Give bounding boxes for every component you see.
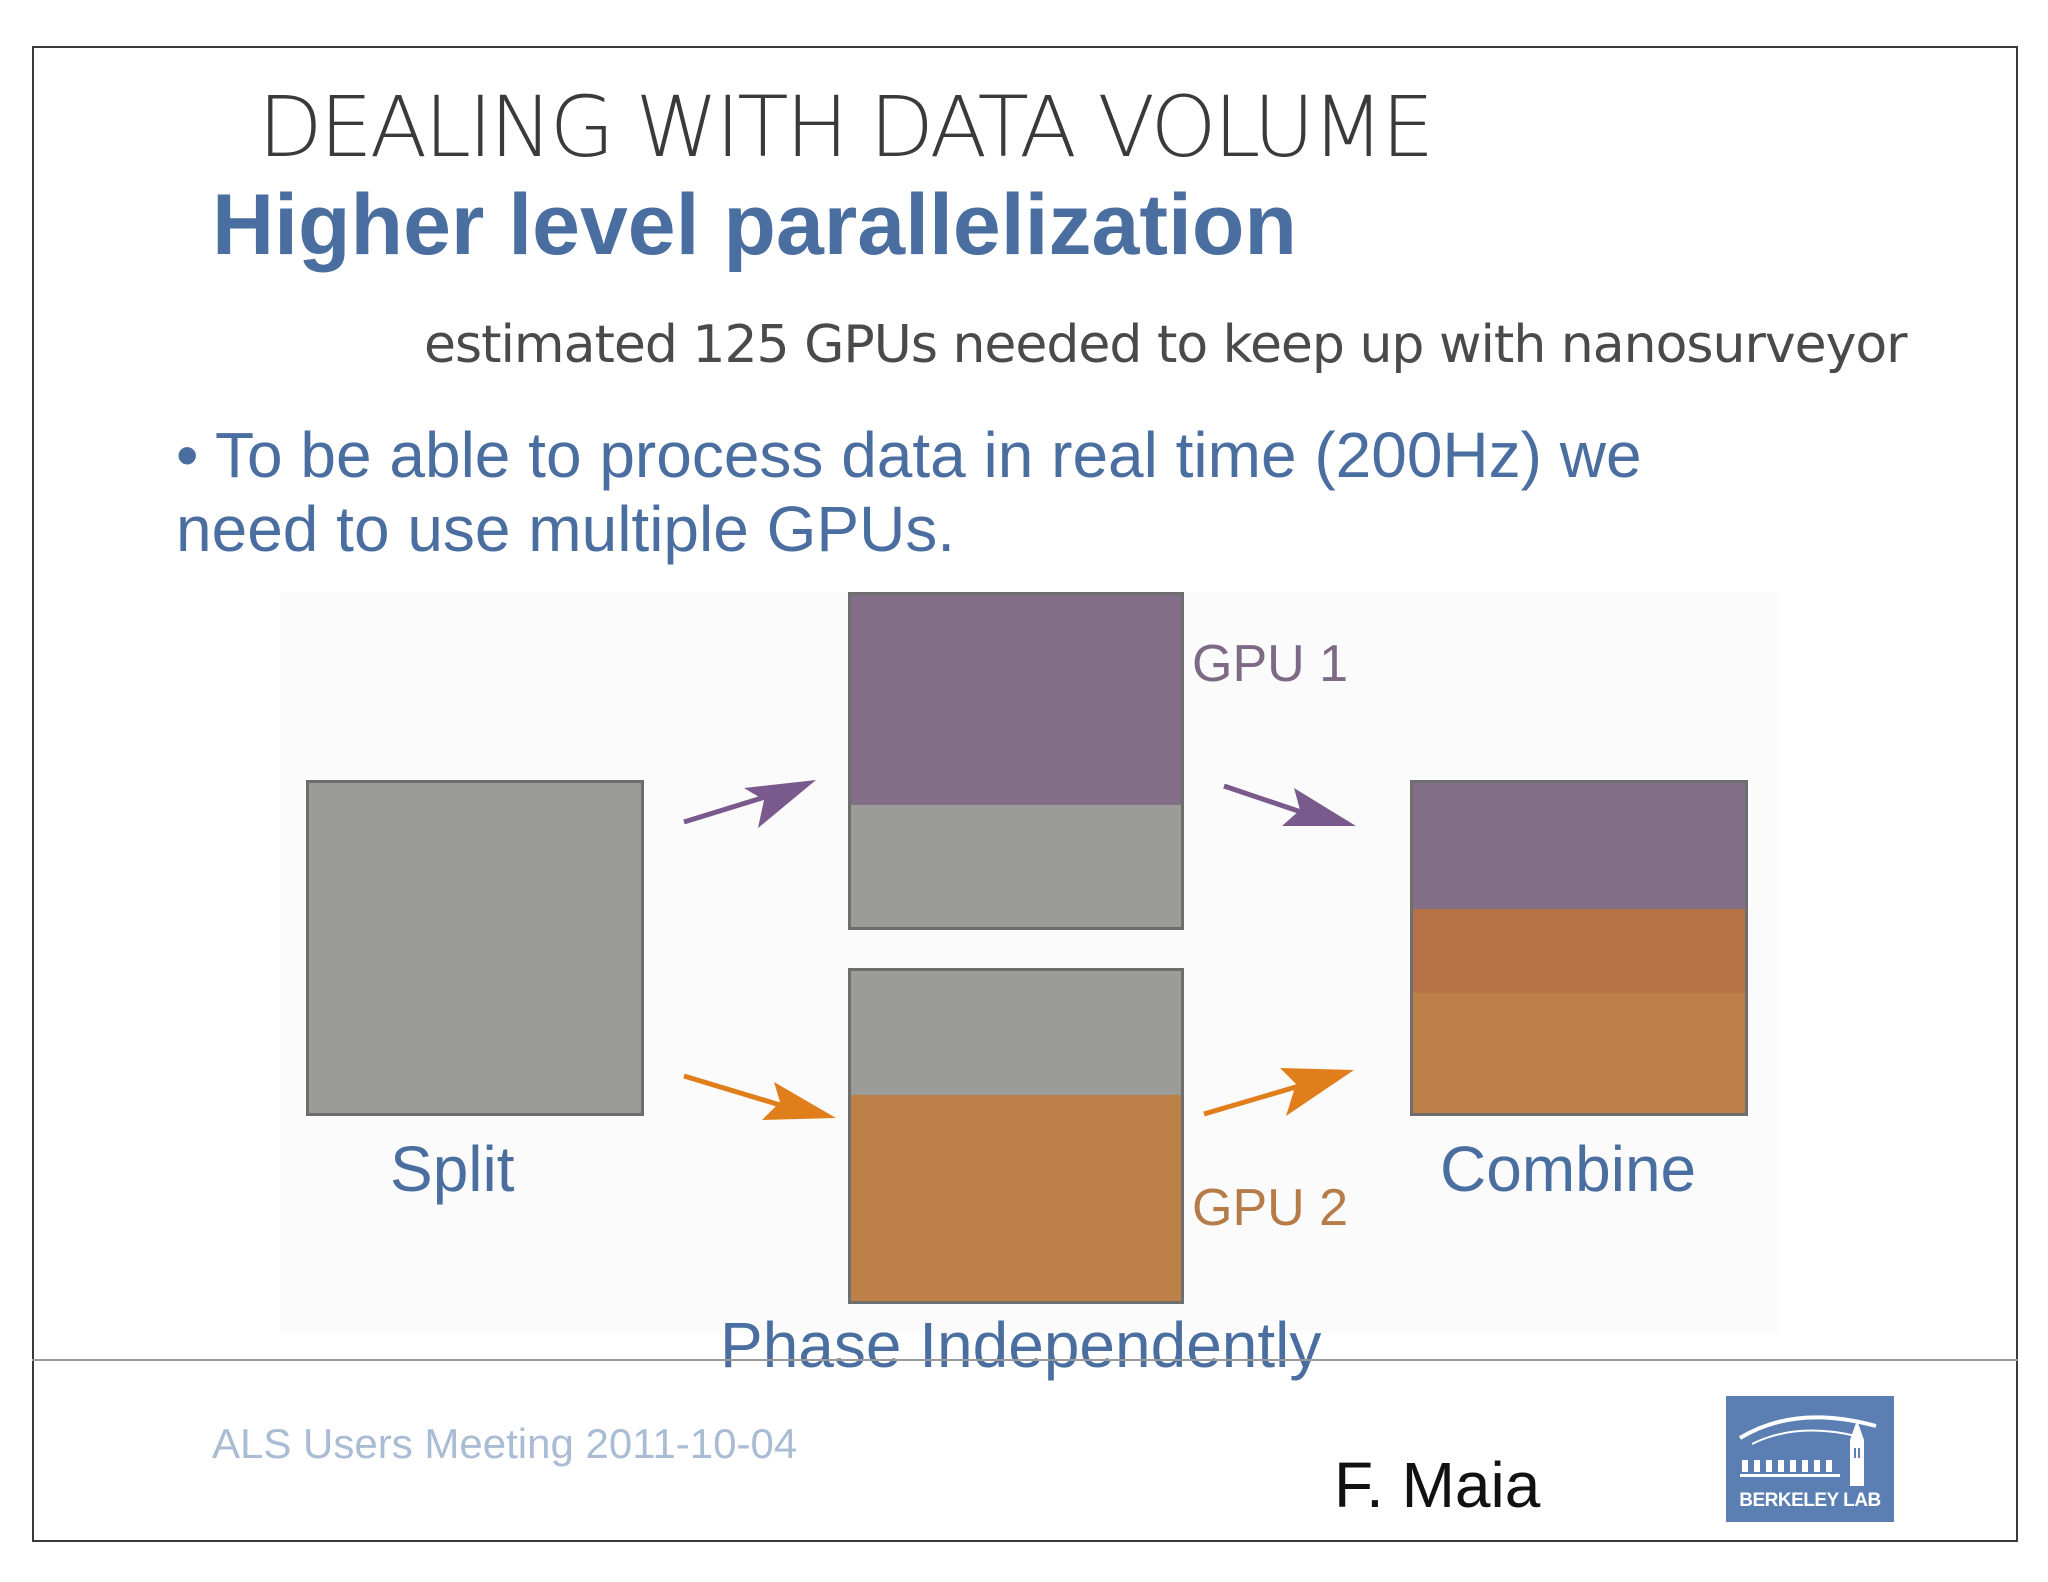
author-name: F. Maia	[1334, 1449, 1541, 1521]
gpu1-block	[848, 592, 1184, 930]
slide-subtitle: Higher level parallelization	[212, 177, 1297, 273]
combined-overlap-part	[1413, 909, 1745, 993]
estimate-note: estimated 125 GPUs needed to keep up wit…	[424, 315, 1908, 375]
footer-divider	[32, 1359, 2018, 1361]
combined-block	[1410, 780, 1748, 1116]
combine-label: Combine	[1440, 1133, 1697, 1205]
gpu1-processed-part	[851, 595, 1181, 805]
logo-text: BERKELEY LAB	[1739, 1490, 1881, 1511]
gpu2-block	[848, 968, 1184, 1304]
slide-frame	[32, 46, 2018, 1542]
split-label: Split	[390, 1133, 515, 1205]
phase-label: Phase Independently	[720, 1309, 1322, 1381]
combined-gpu2-part	[1413, 993, 1745, 1113]
meeting-footer: ALS Users Meeting 2011-10-04	[212, 1420, 798, 1467]
arrow-split-to-gpu2	[683, 1073, 836, 1120]
combined-gpu1-part	[1413, 783, 1745, 909]
source-block	[306, 780, 644, 1116]
gpu2-label: GPU 2	[1192, 1179, 1349, 1237]
arrow-gpu1-to-combine	[1223, 783, 1356, 826]
berkeley-lab-logo: BERKELEY LAB	[1726, 1396, 1894, 1522]
berkeley-lab-emblem-icon	[1738, 1415, 1877, 1486]
gpu1-label: GPU 1	[1192, 635, 1349, 693]
arrow-gpu2-to-combine	[1203, 1068, 1354, 1117]
gpu2-processed-part	[851, 1095, 1181, 1301]
arrow-split-to-gpu1	[683, 780, 816, 828]
bullet-point: • To be able to process data in real tim…	[176, 419, 1642, 565]
slide-title: DEALING WITH DATA VOLUME	[258, 78, 1434, 176]
